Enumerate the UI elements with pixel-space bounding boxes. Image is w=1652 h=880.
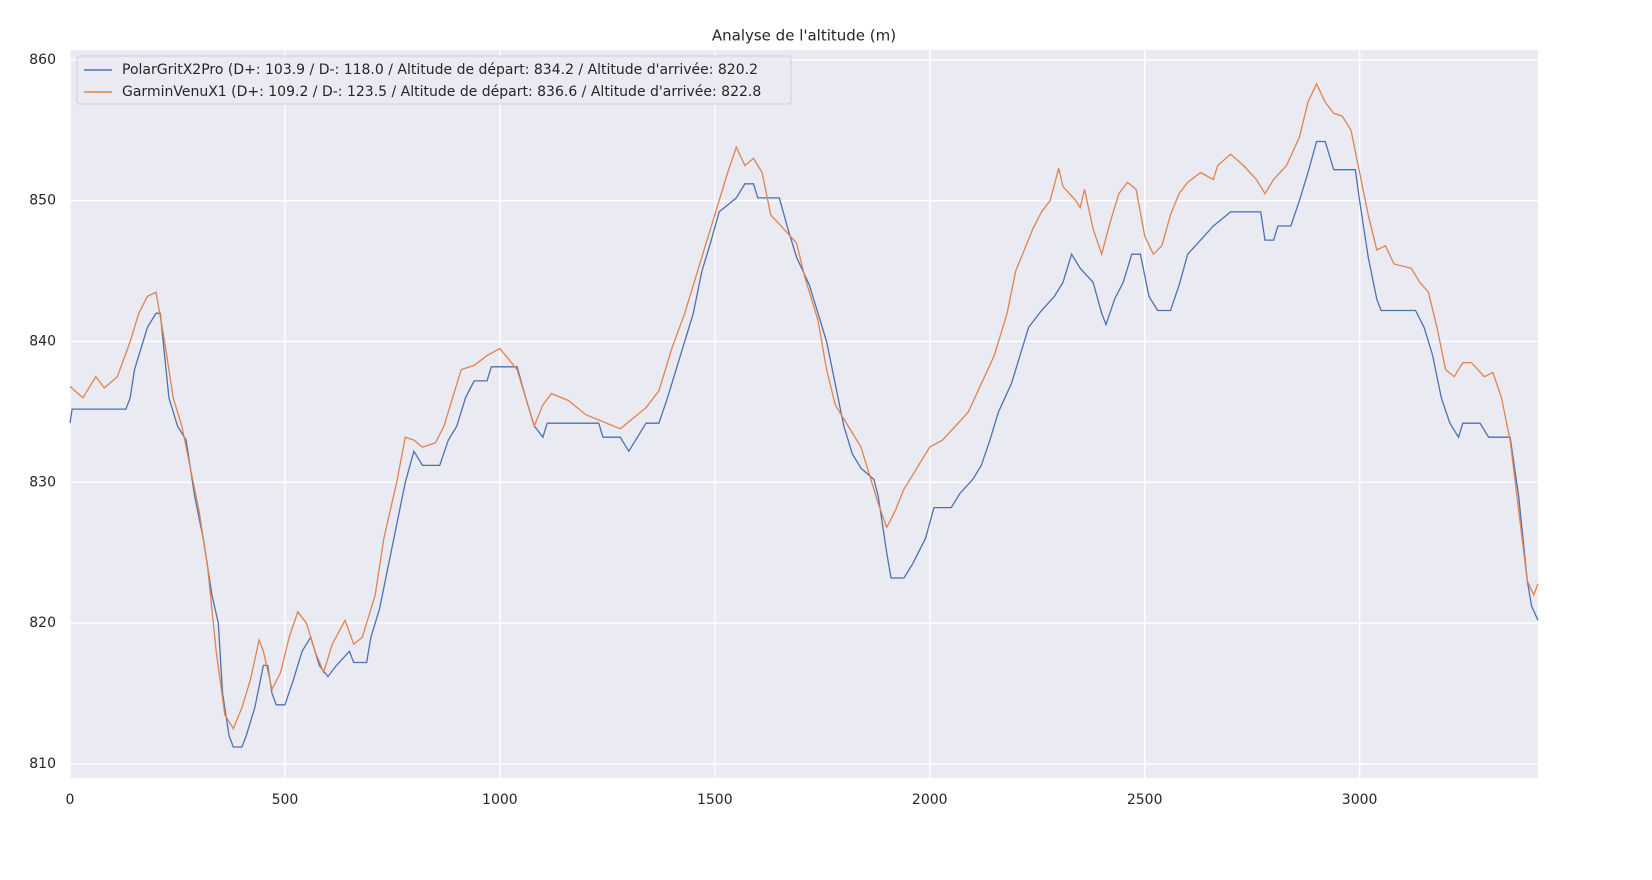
x-tick-label: 1000 (482, 792, 518, 808)
series-line (69, 82, 1539, 731)
x-tick-label: 2500 (1127, 792, 1163, 808)
x-tick-label: 500 (272, 792, 299, 808)
legend: PolarGritX2Pro (D+: 103.9 / D-: 118.0 / … (76, 55, 792, 105)
chart-title: Analyse de l'altitude (m) (712, 27, 896, 45)
plot-area (70, 50, 1538, 778)
series-line (69, 140, 1539, 748)
y-tick-label: 860 (29, 52, 56, 68)
x-tick-label: 2000 (912, 792, 948, 808)
x-tick-label: 1500 (697, 792, 733, 808)
y-tick-label: 820 (29, 615, 56, 631)
x-tick-label: 0 (66, 792, 75, 808)
x-tick-label: 3000 (1342, 792, 1378, 808)
lines (69, 82, 1539, 748)
legend-box (76, 55, 792, 105)
y-tick-label: 850 (29, 193, 56, 209)
legend-label: GarminVenuX1 (D+: 109.2 / D-: 123.5 / Al… (122, 84, 761, 100)
legend-label: PolarGritX2Pro (D+: 103.9 / D-: 118.0 / … (122, 62, 758, 78)
y-tick-label: 840 (29, 333, 56, 349)
y-tick-label: 830 (29, 474, 56, 490)
tick-labels: 810 820 830 840 850 860 0 500 1000 1500 2000 2500 30… (29, 52, 1377, 808)
y-tick-label: 810 (29, 756, 56, 772)
